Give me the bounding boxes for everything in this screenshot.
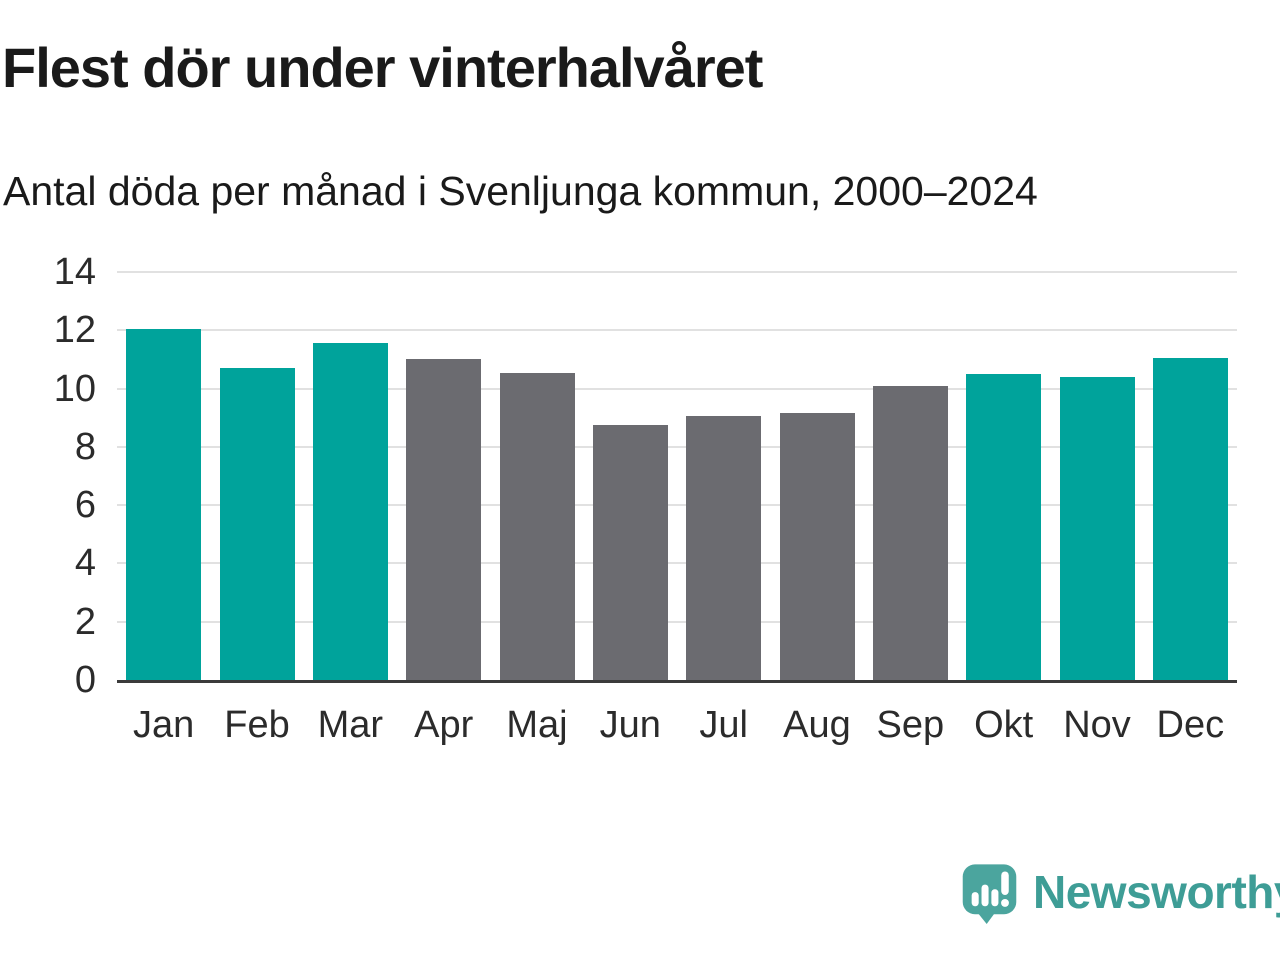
x-tick-label-apr: Apr — [414, 704, 474, 746]
gridline-y-8 — [117, 445, 1237, 448]
bar-feb — [219, 368, 295, 680]
gridline-y-12 — [117, 329, 1237, 332]
x-tick-label-jul: Jul — [699, 704, 748, 746]
newsworthy-logo-text: Newsworthy — [1033, 866, 1280, 918]
newsworthy-speech-bubble-chart-icon — [962, 864, 1017, 925]
chart-title: Flest dör under vinterhalvåret — [2, 36, 763, 99]
gridline-y-10 — [117, 387, 1237, 390]
x-tick-label-nov: Nov — [1063, 704, 1131, 746]
bar-aug — [779, 413, 855, 680]
y-tick-label-8: 8 — [74, 425, 96, 468]
x-tick-label-dec: Dec — [1156, 704, 1225, 746]
chart-subtitle: Antal döda per månad i Svenljunga kommun… — [3, 168, 1038, 214]
bar-nov — [1059, 376, 1135, 680]
bar-jan — [126, 328, 202, 680]
bar-jul — [686, 416, 762, 680]
y-tick-label-2: 2 — [74, 600, 96, 643]
x-tick-label-feb: Feb — [224, 704, 290, 746]
x-tick-label-jan: Jan — [133, 704, 195, 746]
x-tick-label-aug: Aug — [783, 704, 851, 746]
x-tick-label-jun: Jun — [599, 704, 661, 746]
x-axis: Jan Feb Mar Apr Maj Jun Jul Aug Sep Okt Nov Dec — [117, 702, 1237, 752]
gridline-y-14 — [117, 271, 1237, 273]
bar-sep — [872, 385, 948, 680]
bar-okt — [966, 374, 1042, 680]
y-tick-label-12: 12 — [53, 309, 96, 352]
bar-mar — [312, 343, 388, 680]
x-tick-label-maj: Maj — [506, 704, 568, 746]
x-tick-label-sep: Sep — [876, 704, 945, 746]
y-tick-label-14: 14 — [53, 251, 96, 293]
bar-maj — [499, 372, 575, 680]
bar-dec — [1152, 357, 1228, 680]
gridline-y-2 — [117, 620, 1237, 623]
bar-apr — [406, 359, 482, 680]
y-tick-label-6: 6 — [74, 484, 96, 527]
y-axis: 0 2 4 6 8 10 12 14 — [0, 251, 96, 701]
y-tick-label-0: 0 — [74, 659, 96, 701]
y-tick-label-4: 4 — [74, 542, 96, 585]
gridline-y-4 — [117, 562, 1237, 565]
x-tick-label-mar: Mar — [317, 704, 384, 746]
gridline-y-6 — [117, 504, 1237, 507]
y-tick-label-10: 10 — [53, 367, 96, 410]
x-tick-label-okt: Okt — [974, 704, 1034, 746]
plot-area — [117, 271, 1237, 683]
bar-jun — [592, 425, 668, 680]
newsworthy-logo: Newsworthy — [961, 863, 1280, 925]
